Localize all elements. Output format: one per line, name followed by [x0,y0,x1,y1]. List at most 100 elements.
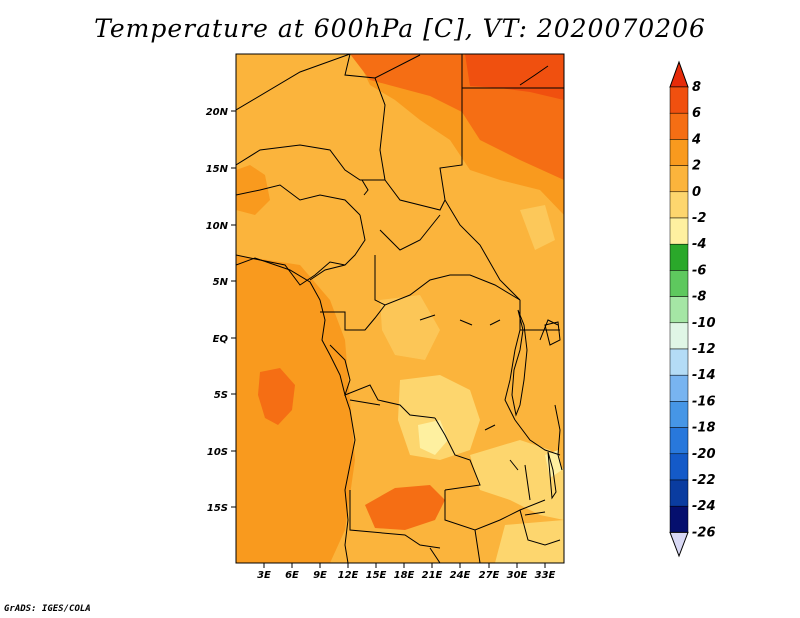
border-3 [374,54,421,79]
colorbar: 8 6 4 2 0 -2 -4 -6 -8 -10 -12 -14 -16 -1… [669,60,716,558]
colorbar-label: 0 [692,185,701,200]
colorbar-label: -10 [692,316,716,331]
colorbar-segment-1 [669,86,689,114]
lat-label-10s: 10S [207,447,228,458]
lon-label-21e: 21E [422,570,443,581]
border-6 [236,144,385,181]
border-2 [344,54,386,181]
latitude-axis: 20N 15N 10N 5N EQ 5S 10S 15S [206,107,236,514]
country-borders [236,54,564,563]
colorbar-label: 8 [692,80,701,95]
lon-label-15e: 15E [366,570,387,581]
border-10 [379,214,441,251]
colorbar-segment-14 [669,427,689,455]
lat-label-eq: EQ [213,334,229,345]
map-title: Temperature at 600hPa [C], VT: 202007020… [94,14,706,43]
map-frame [235,53,565,564]
colorbar-label: -16 [692,394,716,409]
lon-label-33e: 33E [535,570,556,581]
colorbar-segment-17 [669,505,689,533]
border-8 [236,184,361,216]
lat-label-15s: 15S [207,503,228,514]
lat-label-10n: 10N [206,221,229,232]
lake-victoria [544,321,561,346]
south-cool-zone [495,520,564,563]
colorbar-segment-6 [669,217,689,245]
colorbar-segment-3 [669,139,689,166]
pale-cool-patch [418,420,448,455]
lon-label-6e: 6E [285,570,299,581]
colorbar-top-arrow [669,60,689,88]
colorbar-label: 2 [692,159,701,174]
colorbar-label: -12 [692,342,716,357]
river-mark-3 [489,319,501,326]
colorbar-segment-5 [669,191,689,219]
lon-label-30e: 30E [507,570,528,581]
colorbar-label: 6 [692,106,701,121]
credit-footer: GrADS: IGES/COLA [4,604,91,614]
river-mark-4 [484,424,496,431]
border-25 [524,464,531,501]
border-20 [349,490,441,549]
border-14 [329,344,436,419]
west-coastline [236,257,356,563]
colorbar-label: -24 [692,499,716,514]
lake-malawi [547,451,557,500]
congo-cool-zone [380,295,440,360]
border-1 [236,54,351,111]
lon-label-18e: 18E [394,570,415,581]
colorbar-bottom-arrow [669,531,689,558]
border-4 [439,54,521,301]
lon-label-24e: 24E [450,570,471,581]
border-15 [349,399,381,406]
border-7 [384,179,446,211]
lat-label-5n: 5N [213,277,229,288]
border-22 [444,490,546,531]
colorbar-label: -6 [692,263,706,278]
river-mark-2 [459,319,473,326]
colorbar-label: -18 [692,421,716,436]
colorbar-segment-11 [669,348,689,376]
colorbar-segment-7 [669,243,689,271]
river-mark-1 [419,314,436,321]
colorbar-label: -2 [692,211,706,226]
southeast-cool-zone [470,440,564,520]
colorbar-label: -8 [692,290,706,305]
border-23 [474,529,481,563]
colorbar-label: -4 [692,237,706,252]
border-24 [519,509,561,546]
colorbar-segment-15 [669,453,689,481]
central-cool-zone [398,375,480,460]
west-sahel-warm-zone [236,165,270,215]
colorbar-segment-12 [669,374,689,402]
border-9 [309,214,366,281]
lake-tanganyika [511,309,528,417]
lat-label-20n: 20N [206,107,229,118]
lake-kariba [524,511,546,516]
atlantic-warm-zone [236,255,355,563]
ethiopia-cool-patch [520,205,555,250]
longitude-axis: 3E 6E 9E 12E 15E 18E 21E 24E 27E 30E 33E [257,563,556,581]
lat-label-15n: 15N [206,164,229,175]
colorbar-label: -22 [692,473,716,488]
lat-label-5s: 5S [214,390,228,401]
colorbar-segment-4 [669,165,689,193]
colorbar-label: -14 [692,368,716,383]
east-coastline [554,404,563,471]
colorbar-segment-10 [669,322,689,350]
lon-label-27e: 27E [479,570,500,581]
nile-delta [519,65,549,86]
colorbar-segment-8 [669,270,689,297]
border-26 [429,547,441,563]
lake-chad [361,179,369,196]
border-19 [514,419,561,456]
gulf-hot-patch [258,368,295,425]
temperature-field [236,54,564,563]
lon-label-3e: 3E [257,570,271,581]
colorbar-segment-2 [669,112,689,140]
colorbar-label: -26 [692,525,716,540]
border-13 [320,304,386,331]
lon-label-12e: 12E [338,570,359,581]
border-12 [374,255,521,306]
